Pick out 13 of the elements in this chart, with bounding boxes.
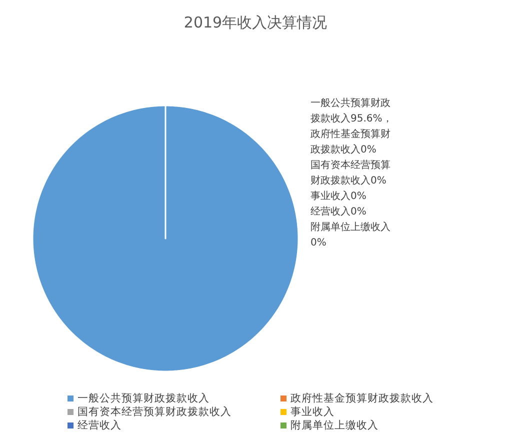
legend-label: 经营收入	[78, 418, 122, 432]
chart-title: 2019年收入决算情况	[184, 14, 328, 32]
legend-label: 国有资本经营预算财政拨款收入	[78, 405, 232, 418]
legend-label: 政府性基金预算财政拨款收入	[290, 392, 434, 404]
legend-label: 事业收入	[290, 405, 334, 418]
text: 附属单位上缴收入0%	[310, 222, 390, 248]
legend-label: 一般公共预算财政拨款收入	[78, 392, 210, 404]
text: 事业收入0%	[310, 191, 366, 202]
data-label: 一般公共预算财政拨款收入95.6%，	[310, 97, 392, 124]
text: 政府性基金预算财政拨款收入0%	[310, 129, 390, 156]
legend-label: 附属单位上缴收入	[290, 418, 378, 432]
text: 国有资本经营预算财政拨款收入0%	[310, 160, 390, 186]
text: 经营收入0%	[310, 206, 366, 218]
